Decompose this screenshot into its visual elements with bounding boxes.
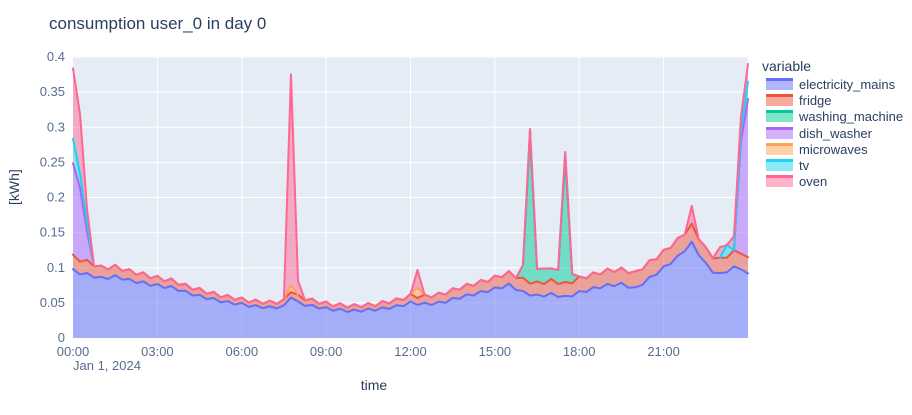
svg-text:0.2: 0.2 [47, 190, 65, 205]
svg-text:0.25: 0.25 [40, 154, 65, 169]
svg-text:06:00: 06:00 [226, 344, 259, 359]
svg-text:0.1: 0.1 [47, 260, 65, 275]
svg-text:09:00: 09:00 [310, 344, 343, 359]
svg-text:03:00: 03:00 [141, 344, 174, 359]
svg-text:00:00: 00:00 [57, 344, 90, 359]
svg-text:Jan 1, 2024: Jan 1, 2024 [73, 358, 141, 373]
svg-text:0.15: 0.15 [40, 225, 65, 240]
svg-text:0.05: 0.05 [40, 295, 65, 310]
svg-text:18:00: 18:00 [563, 344, 596, 359]
svg-text:12:00: 12:00 [394, 344, 427, 359]
svg-text:21:00: 21:00 [647, 344, 680, 359]
svg-text:15:00: 15:00 [479, 344, 512, 359]
svg-text:0.35: 0.35 [40, 84, 65, 99]
svg-text:0: 0 [58, 330, 65, 345]
svg-text:0.4: 0.4 [47, 49, 65, 64]
svg-text:0.3: 0.3 [47, 119, 65, 134]
